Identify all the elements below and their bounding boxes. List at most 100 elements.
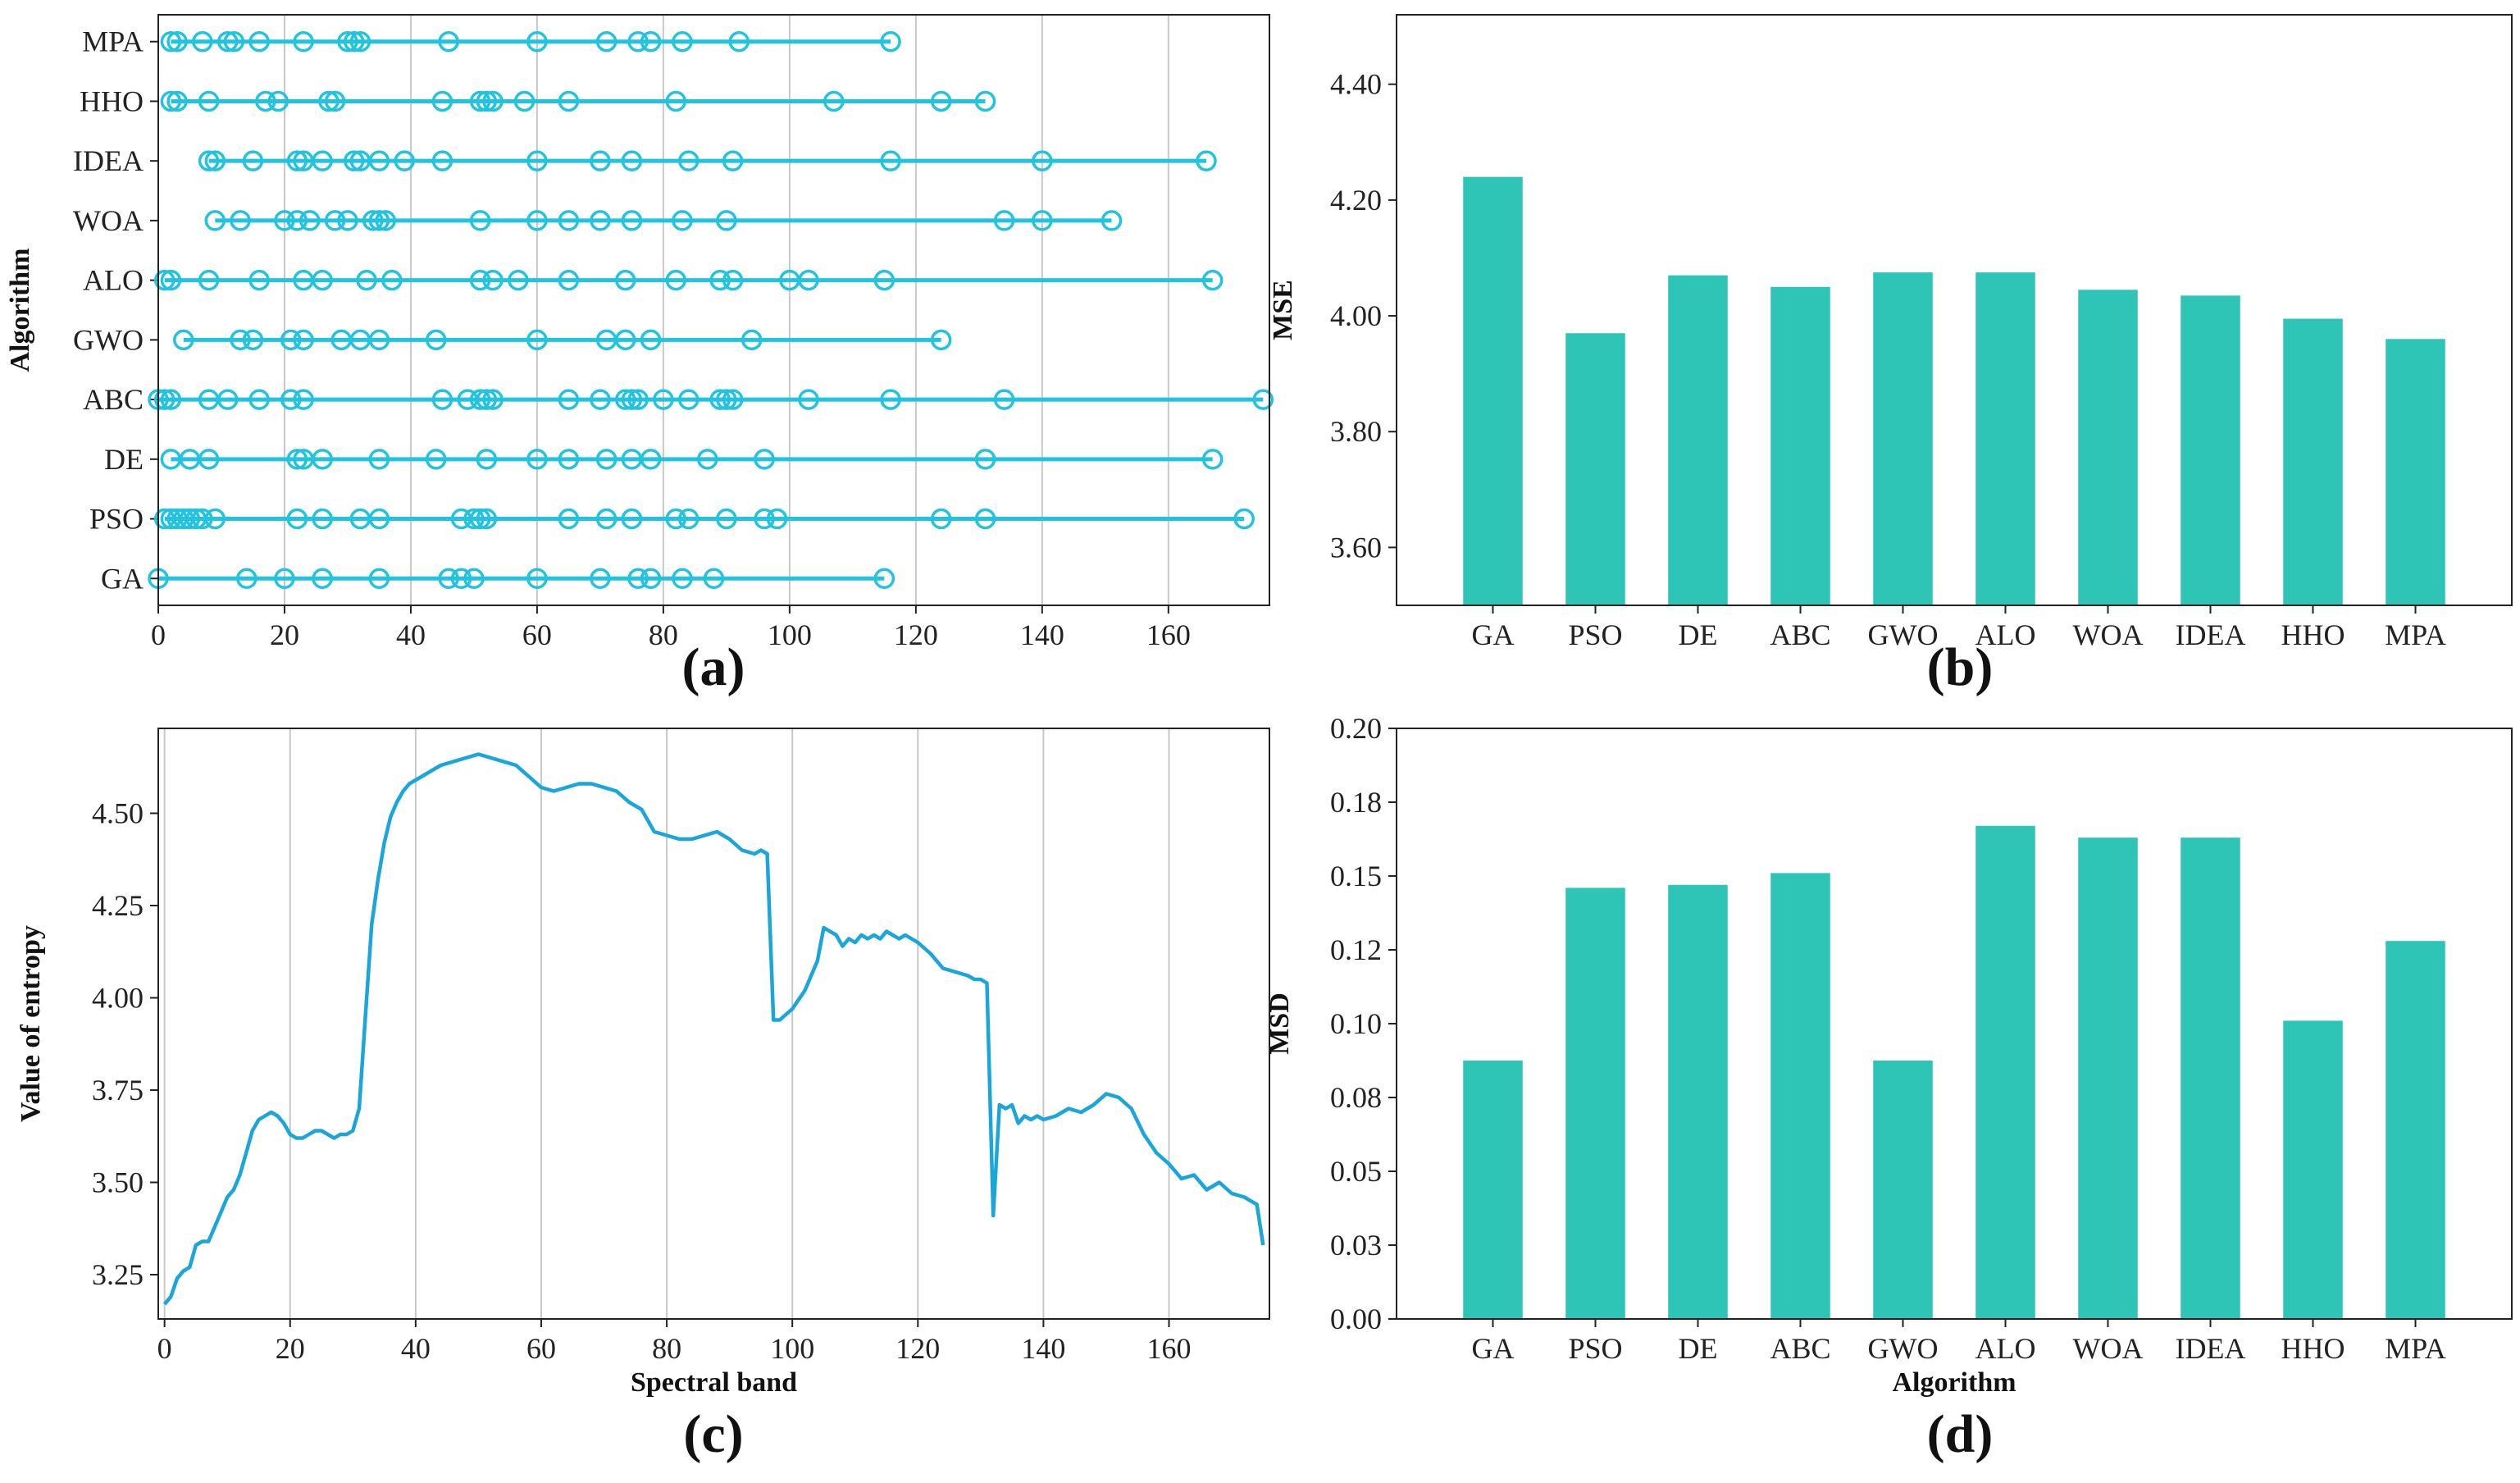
data-point [716,210,737,231]
data-point [1252,389,1274,410]
panel-label: (d) [1927,1404,1994,1464]
data-point [709,269,731,291]
y-tick-label: 4.00 [92,982,144,1015]
x-tick-label: HHO [2281,1332,2345,1365]
y-axis-label: MSD [1265,992,1295,1055]
data-point [1233,508,1255,530]
data-point [438,568,459,590]
x-tick-label: WOA [2073,1332,2144,1365]
y-tick-label: HHO [80,84,144,117]
data-point [595,30,617,52]
data-point [160,389,182,410]
data-point [476,90,498,112]
x-axis-label: Algorithm [1892,1367,2016,1398]
x-tick-label: 100 [768,618,812,651]
data-point [595,449,617,470]
data-point [204,150,226,171]
data-point [798,269,819,291]
data-point [482,389,504,410]
x-tick-label: 40 [401,1332,431,1365]
y-axis-label: Algorithm [5,248,35,372]
data-point [431,389,453,410]
data-point [312,449,333,470]
data-point [513,90,535,112]
data-point [368,449,390,470]
x-tick-label: 60 [522,618,552,651]
y-tick-label: 4.20 [1330,184,1382,217]
data-point [469,90,491,112]
data-point [248,269,270,291]
x-tick-label: DE [1679,618,1718,651]
data-point [665,508,687,530]
data-point [166,30,188,52]
data-point [640,449,662,470]
data-point [640,329,662,351]
data-point [798,389,819,410]
data-point [463,568,485,590]
data-point [192,508,213,530]
x-tick-label: 160 [1147,1332,1192,1365]
data-point [728,30,750,52]
data-point [337,30,358,52]
data-point [255,90,276,112]
y-tick-label: 0.15 [1330,860,1382,892]
data-point [722,389,744,410]
data-point [526,210,548,231]
data-point [312,269,333,291]
bar [2078,837,2138,1319]
data-point [590,150,611,171]
data-point [280,389,302,410]
x-tick-label: GWO [1868,618,1939,651]
data-point [198,90,220,112]
data-point [697,449,718,470]
bar [1873,272,1933,605]
x-tick-label: 0 [157,1332,172,1365]
data-point [293,329,314,351]
x-tick-label: GWO [1868,1332,1939,1365]
data-point [394,150,416,171]
data-point [204,210,226,231]
y-tick-label: 3.25 [92,1258,144,1291]
data-point [431,150,453,171]
data-point [299,210,321,231]
data-point [526,150,548,171]
y-tick-label: 3.50 [92,1166,144,1199]
x-tick-label: 20 [276,1332,305,1365]
data-point [198,150,220,171]
data-point [754,508,775,530]
data-point [590,568,611,590]
x-tick-label: 0 [151,618,166,651]
data-point [368,568,390,590]
y-axis-label: Value of entropy [16,925,46,1122]
data-point [166,90,188,112]
data-point [672,210,693,231]
data-point [1201,269,1224,291]
data-point [469,210,491,231]
data-point [312,508,333,530]
y-axis-label: MSE [1268,280,1298,340]
x-tick-label: MPA [2385,1332,2446,1365]
panel-c: 0 20 40 60 80 100 120 140 160 3.25 3.50 3.75 4.00 4.2… [16,728,1270,1464]
data-point [640,568,662,590]
x-tick-label: GA [1472,1332,1515,1365]
x-tick-label: 100 [770,1332,814,1365]
x-tick-label: ALO [1975,1332,2036,1365]
y-tick-label: 4.00 [1330,299,1382,332]
data-point [368,150,390,171]
data-point [343,30,365,52]
panel-label: (c) [683,1404,743,1464]
data-point [754,449,775,470]
y-tick-label: DE [104,443,144,476]
data-point [198,449,220,470]
data-point [476,449,498,470]
data-point [216,30,239,52]
panel-d: 0.00 0.03 0.05 0.08 0.10 0.12 0.15 0.18 0.20 GA PS… [1265,712,2513,1464]
data-point [173,329,194,351]
data-point [993,210,1015,231]
data-point [741,329,763,351]
x-tick-label: 80 [652,1332,681,1365]
data-point [482,269,504,291]
data-point [469,508,491,530]
data-point [153,389,175,410]
data-point [1032,150,1053,171]
